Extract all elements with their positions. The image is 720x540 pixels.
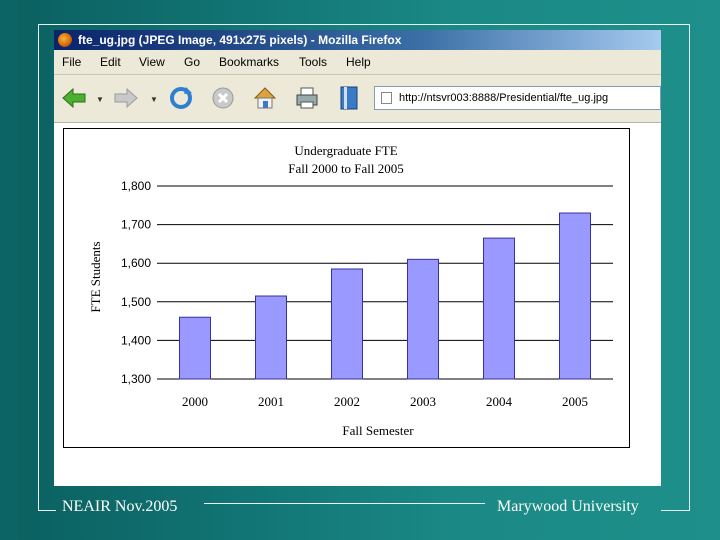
x-axis-label: Fall Semester — [342, 423, 414, 438]
page-content: Undergraduate FTE Fall 2000 to Fall 2005… — [54, 123, 661, 486]
x-tick-label: 2002 — [334, 394, 360, 409]
browser-window: fte_ug.jpg (JPEG Image, 491x275 pixels) … — [54, 30, 661, 486]
bar — [179, 316, 211, 380]
menu-bookmarks[interactable]: Bookmarks — [219, 55, 280, 69]
address-bar[interactable]: http://ntsvr003:8888/Presidential/fte_ug… — [374, 86, 661, 110]
menu-go[interactable]: Go — [184, 55, 201, 69]
forward-dropdown-icon[interactable]: ▼ — [150, 95, 158, 104]
slide-frame-left — [38, 24, 39, 510]
firefox-icon — [58, 33, 72, 47]
window-title: fte_ug.jpg (JPEG Image, 491x275 pixels) … — [78, 33, 402, 47]
chart-subtitle: Fall 2000 to Fall 2005 — [288, 161, 404, 176]
address-text: http://ntsvr003:8888/Presidential/fte_ug… — [399, 92, 609, 104]
bar — [483, 237, 515, 380]
y-axis-label: FTE Students — [88, 241, 103, 312]
menu-tools[interactable]: Tools — [299, 55, 328, 69]
menu-file[interactable]: File — [62, 55, 82, 69]
menu-edit[interactable]: Edit — [100, 55, 121, 69]
stop-icon[interactable] — [209, 85, 237, 111]
y-tick-label: 1,700 — [121, 218, 151, 232]
reload-icon[interactable] — [167, 85, 195, 111]
x-tick-label: 2004 — [486, 394, 513, 409]
y-tick-label: 1,300 — [121, 372, 151, 386]
print-icon[interactable] — [293, 85, 321, 111]
home-icon[interactable] — [251, 85, 279, 111]
back-dropdown-icon[interactable]: ▼ — [96, 95, 104, 104]
chart-image: Undergraduate FTE Fall 2000 to Fall 2005… — [63, 128, 630, 448]
bar — [407, 258, 439, 380]
footer-left-text: NEAIR Nov.2005 — [62, 498, 178, 515]
footer-right-text: Marywood University — [497, 498, 639, 515]
bookmark-icon[interactable] — [335, 85, 363, 111]
bar-chart: Undergraduate FTE Fall 2000 to Fall 2005… — [88, 143, 613, 438]
footer-line-c — [661, 510, 690, 511]
chart-title: Undergraduate FTE — [294, 143, 397, 158]
x-tick-label: 2000 — [182, 394, 208, 409]
y-tick-label: 1,600 — [121, 256, 151, 270]
y-tick-label: 1,500 — [121, 295, 151, 309]
navigation-toolbar: ▼ ▼ http://ntsvr003:8888/Presidential/ft… — [54, 75, 661, 123]
bar — [255, 295, 287, 380]
slide-left-band — [0, 0, 18, 540]
menu-help[interactable]: Help — [346, 55, 371, 69]
slide-frame-top — [38, 24, 690, 25]
page-icon — [381, 92, 392, 104]
title-bar[interactable]: fte_ug.jpg (JPEG Image, 491x275 pixels) … — [54, 30, 661, 50]
x-tick-label: 2005 — [562, 394, 588, 409]
footer-line-b — [204, 503, 485, 504]
bar — [559, 212, 591, 380]
bar — [331, 268, 363, 380]
menu-view[interactable]: View — [139, 55, 165, 69]
y-tick-label: 1,800 — [121, 179, 151, 193]
x-tick-label: 2003 — [410, 394, 436, 409]
footer-line-a — [38, 510, 56, 511]
menu-bar: File Edit View Go Bookmarks Tools Help — [54, 50, 661, 75]
forward-arrow-icon[interactable] — [112, 85, 140, 111]
y-tick-label: 1,400 — [121, 333, 151, 347]
back-arrow-icon[interactable] — [60, 85, 88, 111]
x-tick-label: 2001 — [258, 394, 284, 409]
slide-frame-right — [689, 24, 690, 511]
